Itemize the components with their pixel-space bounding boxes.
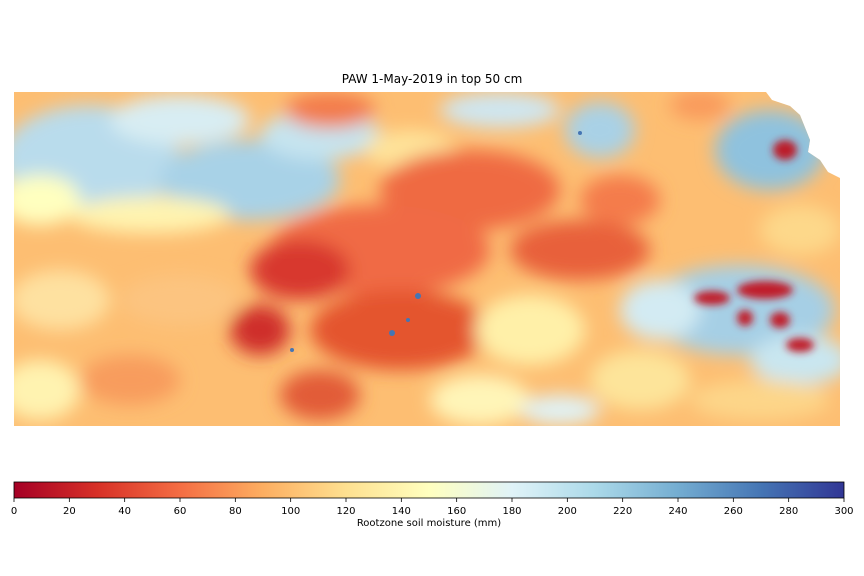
colorbar-tick-label: 260 (724, 506, 743, 517)
colorbar-tick-label: 160 (447, 506, 466, 517)
colorbar-tick-label: 140 (392, 506, 411, 517)
colorbar-label: Rootzone soil moisture (mm) (356, 518, 502, 529)
colorbar-tick-label: 220 (613, 506, 632, 517)
colorbar-tick-label: 20 (63, 506, 76, 517)
colorbar-tick-label: 120 (336, 506, 355, 517)
colorbar-tick-label: 100 (281, 506, 300, 517)
colorbar-tick-label: 60 (174, 506, 187, 517)
heatmap-map (14, 92, 840, 426)
colorbar-tick-label: 200 (558, 506, 577, 517)
colorbar-tick-label: 280 (779, 506, 798, 517)
colorbar-gradient (13, 481, 845, 499)
colorbar-tick-label: 0 (11, 506, 17, 517)
colorbar-tick-label: 80 (229, 506, 242, 517)
colorbar-tick-label: 180 (502, 506, 521, 517)
chart-title: PAW 1-May-2019 in top 50 cm (341, 72, 523, 86)
colorbar-tick-label: 300 (834, 506, 853, 517)
colorbar-tick-label: 40 (118, 506, 131, 517)
colorbar: 0 20 40 60 80 100 120 140 160 180 200 220 240 260 280 3… (11, 481, 854, 517)
colorbar-tick-label: 240 (668, 506, 687, 517)
colorbar-ticks: 0 20 40 60 80 100 120 140 160 180 200 220 240 260 280 3… (11, 498, 854, 517)
